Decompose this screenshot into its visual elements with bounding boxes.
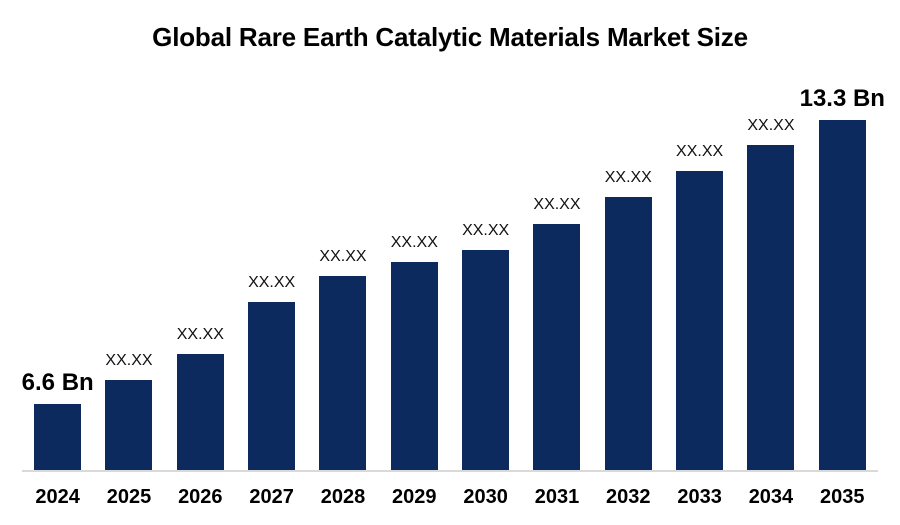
bar-slot-2033: XX.XX bbox=[664, 143, 735, 470]
x-tick-label-2026: 2026 bbox=[178, 486, 223, 508]
x-tick-label-2029: 2029 bbox=[392, 486, 437, 508]
x-tick-label-2035: 2035 bbox=[820, 486, 865, 508]
x-tick-label-2024: 2024 bbox=[35, 486, 80, 508]
bar-value-label-2032: XX.XX bbox=[604, 169, 652, 187]
bar-value-label-2027: XX.XX bbox=[248, 274, 296, 292]
bar-value-label-2030: XX.XX bbox=[462, 222, 510, 240]
bar-value-label-2028: XX.XX bbox=[319, 248, 367, 266]
bar-2034 bbox=[747, 145, 795, 470]
bar-slot-2029: XX.XX bbox=[379, 234, 450, 470]
chart-title: Global Rare Earth Catalytic Materials Ma… bbox=[152, 22, 748, 52]
x-tick-label-2028: 2028 bbox=[320, 486, 366, 508]
x-tick-label-2034: 2034 bbox=[748, 486, 794, 508]
x-tick-label-2033: 2033 bbox=[677, 486, 722, 508]
bar-2024 bbox=[34, 404, 82, 470]
bar-slot-2030: XX.XX bbox=[450, 222, 521, 470]
bar-value-label-2029: XX.XX bbox=[390, 234, 438, 252]
bar-slot-2035: 13.3 Bn bbox=[800, 85, 885, 470]
x-tick-label-2030: 2030 bbox=[463, 486, 508, 508]
bar-2035 bbox=[818, 120, 866, 470]
bar-2027 bbox=[248, 302, 296, 470]
x-tick-label-2025: 2025 bbox=[106, 486, 152, 508]
bar-slot-2027: XX.XX bbox=[236, 274, 307, 470]
bar-2029 bbox=[390, 262, 438, 470]
bar-2033 bbox=[676, 171, 724, 470]
bar-value-label-2035: 13.3 Bn bbox=[799, 84, 885, 112]
bar-2030 bbox=[462, 250, 510, 470]
bar-2025 bbox=[105, 380, 153, 470]
bar-slot-2032: XX.XX bbox=[593, 169, 664, 470]
bar-slot-2028: XX.XX bbox=[307, 248, 378, 470]
bar-slot-2026: XX.XX bbox=[165, 326, 236, 470]
bar-value-label-2031: XX.XX bbox=[533, 196, 581, 214]
bar-2031 bbox=[533, 224, 581, 470]
x-tick-label-2031: 2031 bbox=[534, 486, 580, 508]
bar-slot-2034: XX.XX bbox=[735, 117, 806, 470]
x-axis: 2024 2025 2026 2027 2028 2029 2030 2031 2032 2033… bbox=[22, 486, 878, 509]
bar-slot-2031: XX.XX bbox=[521, 196, 592, 470]
plot-area: 6.6 Bn XX.XX XX.XX XX.XX XX.XX XX.XX XX.XX XX.X… bbox=[21, 0, 885, 472]
bar-value-label-2025: XX.XX bbox=[105, 352, 153, 370]
x-tick-label-2032: 2032 bbox=[606, 486, 651, 508]
bar-slot-2024: 6.6 Bn bbox=[21, 368, 94, 470]
bar-value-label-2033: XX.XX bbox=[676, 143, 724, 161]
bar-value-label-2026: XX.XX bbox=[176, 326, 224, 344]
x-tick-label-2027: 2027 bbox=[249, 486, 294, 508]
bar-slot-2025: XX.XX bbox=[93, 352, 164, 470]
bar-2026 bbox=[176, 354, 224, 470]
bar-2032 bbox=[604, 197, 652, 470]
bar-value-label-2024: 6.6 Bn bbox=[21, 368, 94, 396]
bar-2028 bbox=[319, 276, 367, 470]
bar-value-label-2034: XX.XX bbox=[747, 117, 795, 135]
